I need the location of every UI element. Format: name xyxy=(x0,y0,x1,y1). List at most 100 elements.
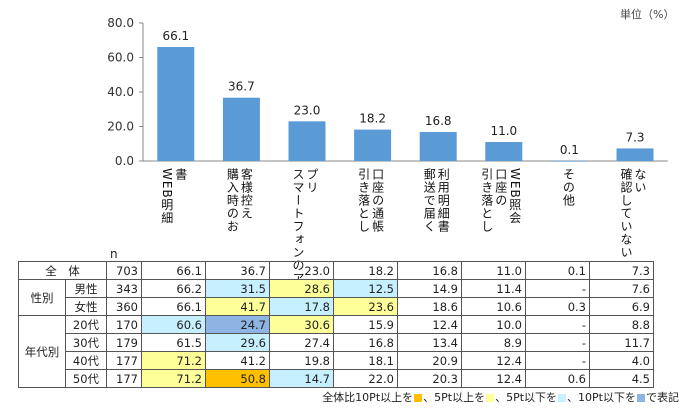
bar-value-label: 18.2 xyxy=(359,112,386,126)
legend-text-2: 、5Pt以上を xyxy=(423,391,486,404)
value-cell: 18.1 xyxy=(333,351,398,370)
value-cell: 66.1 xyxy=(141,297,206,316)
bar xyxy=(222,97,260,161)
n-cell: 179 xyxy=(106,333,142,352)
bar xyxy=(157,46,195,161)
row-header: 20代 xyxy=(65,315,107,334)
value-cell: 6.9 xyxy=(589,297,654,316)
table-row: 50代 177 71.2 50.8 14.7 22.0 20.3 12.4 0.6 4.5 xyxy=(19,369,654,388)
group-header: 性別 xyxy=(18,279,66,316)
row-header: 女性 xyxy=(65,297,107,316)
legend-text-5: で表記 xyxy=(646,391,679,404)
n-cell: 170 xyxy=(106,315,142,334)
value-cell: 11.7 xyxy=(589,333,654,352)
value-cell: - xyxy=(525,279,590,298)
table-row: 性別 男性 343 66.2 31.5 28.6 12.5 14.9 11.4-7.6 xyxy=(18,279,654,316)
n-cell: 177 xyxy=(106,351,142,370)
value-cell: 8.9 xyxy=(461,333,526,352)
x-tick-label: ない 確認していない xyxy=(619,168,647,259)
value-cell: 28.6 xyxy=(269,279,334,298)
value-cell: 12.4 xyxy=(397,315,462,334)
value-cell: 10.0 xyxy=(461,315,526,334)
row-header: 40代 xyxy=(65,351,107,370)
value-cell: 71.2 xyxy=(141,369,206,388)
x-tick-label: WEB照会 口座の 引き落とし xyxy=(479,168,522,233)
value-cell: 66.2 xyxy=(141,279,206,298)
y-tick-label: 0.0 xyxy=(115,154,134,168)
x-tick-label: 書 WEB明細 xyxy=(159,168,188,225)
bar xyxy=(419,132,457,161)
value-cell: 12.4 xyxy=(461,351,526,370)
highlight-legend: 全体比10Pt以上を 、5Pt以上を 、5Pt以下を 、10Pt以下を で表記 xyxy=(322,389,679,405)
legend-text-3: 、5Pt以下を xyxy=(495,391,558,404)
legend-swatch-blue xyxy=(637,394,645,402)
value-cell: 10.6 xyxy=(461,297,526,316)
value-cell: 16.8 xyxy=(333,333,398,352)
value-cell: 23.6 xyxy=(333,297,398,316)
n-cell: 343 xyxy=(106,279,142,298)
value-cell: 30.6 xyxy=(269,315,334,334)
value-cell: - xyxy=(525,315,590,334)
table-row: 女性 360 66.1 41.7 17.8 23.6 18.6 10.6 0.3 6.9 xyxy=(19,297,654,316)
value-cell: 14.9 xyxy=(397,279,462,298)
value-cell: 11.4 xyxy=(461,279,526,298)
legend-swatch-cyan xyxy=(558,394,567,402)
row-header: 30代 xyxy=(65,333,107,352)
value-cell: 24.7 xyxy=(205,315,270,334)
row-header: 50代 xyxy=(65,369,107,388)
value-cell: 71.2 xyxy=(141,351,206,370)
value-cell: 13.4 xyxy=(397,333,462,352)
value-cell: 18.2 xyxy=(333,261,398,280)
x-tick-label: その他 xyxy=(561,168,576,207)
x-tick-label: プリ スマートフォンのア xyxy=(291,168,319,285)
unit-label: 単位（%） xyxy=(620,8,675,21)
bar xyxy=(550,160,588,162)
value-cell: - xyxy=(525,333,590,352)
legend-text-1: 全体比10Pt以上を xyxy=(322,391,414,404)
table-row: 年代別 20代 170 60.6 24.7 30.6 15.9 12.4 10.0-8.8 xyxy=(18,315,654,388)
bar xyxy=(485,142,523,161)
table-row: 40代 177 71.2 41.2 19.8 18.1 20.9 12.4-4.0 xyxy=(19,351,654,370)
value-cell: 0.3 xyxy=(525,297,590,316)
n-cell: 177 xyxy=(106,369,142,388)
x-tick-label: 口座の通帳 引き落とし xyxy=(356,168,385,233)
value-cell: 11.0 xyxy=(461,261,526,280)
row-header: 全 体 xyxy=(18,261,107,280)
bar xyxy=(616,148,654,161)
y-tick-label: 20.0 xyxy=(107,120,134,134)
n-cell: 360 xyxy=(106,297,142,316)
value-cell: 66.1 xyxy=(141,261,206,280)
value-cell: 60.6 xyxy=(141,315,206,334)
value-cell: 0.1 xyxy=(525,261,590,280)
legend-swatch-yellow xyxy=(486,394,495,402)
bar-value-label: 7.3 xyxy=(625,130,644,144)
y-tick-label: 60.0 xyxy=(107,51,134,65)
value-cell: - xyxy=(525,351,590,370)
n-column-header: n xyxy=(110,247,118,261)
value-cell: 20.3 xyxy=(397,369,462,388)
y-tick-label: 80.0 xyxy=(107,16,134,30)
value-cell: 17.8 xyxy=(269,297,334,316)
value-cell: 7.6 xyxy=(589,279,654,298)
value-cell: 15.9 xyxy=(333,315,398,334)
x-tick-label: 利用明細書 郵送で届く xyxy=(422,168,451,233)
x-tick-label: 客様控え 購入時のお xyxy=(225,168,254,233)
value-cell: 14.7 xyxy=(269,369,334,388)
bar-value-label: 36.7 xyxy=(228,80,255,94)
value-cell: 36.7 xyxy=(205,261,270,280)
value-cell: 29.6 xyxy=(205,333,270,352)
value-cell: 8.8 xyxy=(589,315,654,334)
value-cell: 22.0 xyxy=(333,369,398,388)
bar-value-label: 11.0 xyxy=(490,124,517,138)
value-cell: 0.6 xyxy=(525,369,590,388)
value-cell: 12.4 xyxy=(461,369,526,388)
value-cell: 27.4 xyxy=(269,333,334,352)
value-cell: 20.9 xyxy=(397,351,462,370)
row-header: 男性 xyxy=(65,279,107,298)
value-cell: 18.6 xyxy=(397,297,462,316)
value-cell: 23.0 xyxy=(269,261,334,280)
bar-value-label: 66.1 xyxy=(162,29,189,43)
value-cell: 16.8 xyxy=(397,261,462,280)
value-cell: 12.5 xyxy=(333,279,398,298)
